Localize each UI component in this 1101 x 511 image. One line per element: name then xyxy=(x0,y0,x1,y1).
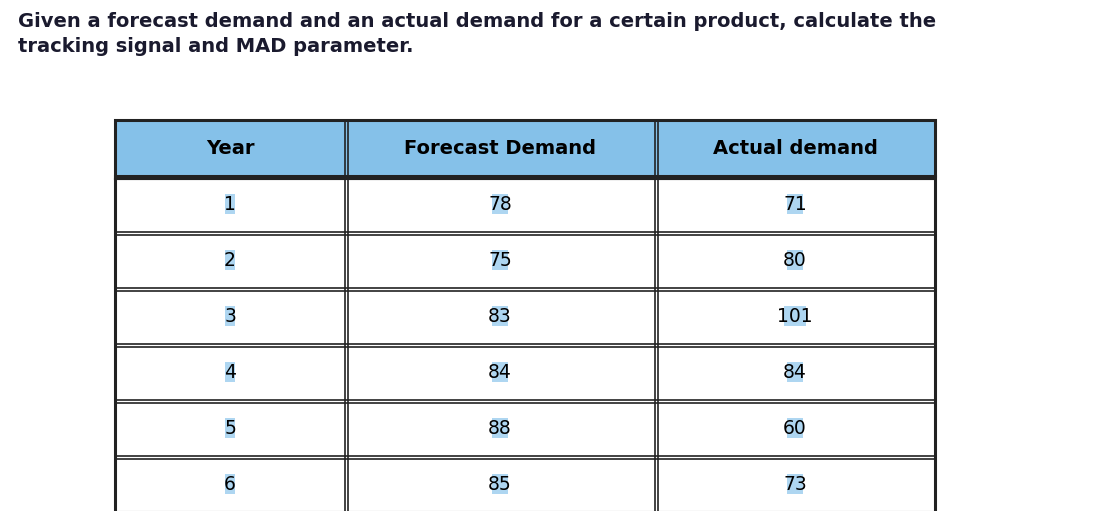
Bar xyxy=(225,418,235,438)
Text: 75: 75 xyxy=(488,250,512,269)
Bar xyxy=(492,418,508,438)
Text: 5: 5 xyxy=(225,419,236,437)
Bar xyxy=(115,288,935,344)
Text: 85: 85 xyxy=(488,475,512,494)
Bar xyxy=(492,250,508,270)
Text: 6: 6 xyxy=(225,475,236,494)
Text: 101: 101 xyxy=(777,307,813,326)
Bar xyxy=(787,418,803,438)
Text: 80: 80 xyxy=(783,250,807,269)
Bar xyxy=(787,474,803,494)
Bar xyxy=(492,362,508,382)
Text: 60: 60 xyxy=(783,419,807,437)
Text: 71: 71 xyxy=(783,195,807,214)
Text: 84: 84 xyxy=(783,362,807,382)
Bar xyxy=(492,474,508,494)
Bar xyxy=(115,456,935,511)
Bar xyxy=(225,306,235,326)
Text: 83: 83 xyxy=(488,307,512,326)
Bar xyxy=(115,120,935,511)
Text: 4: 4 xyxy=(224,362,236,382)
Text: 78: 78 xyxy=(488,195,512,214)
Bar xyxy=(787,250,803,270)
Bar xyxy=(225,250,235,270)
Bar xyxy=(787,194,803,214)
Bar xyxy=(345,120,655,176)
Bar xyxy=(655,120,935,176)
Text: 88: 88 xyxy=(488,419,512,437)
Bar xyxy=(115,400,935,456)
Bar xyxy=(115,176,935,232)
Text: 73: 73 xyxy=(783,475,807,494)
Bar xyxy=(115,232,935,288)
Text: Given a forecast demand and an actual demand for a certain product, calculate th: Given a forecast demand and an actual de… xyxy=(18,12,936,56)
Text: 2: 2 xyxy=(225,250,236,269)
Text: Actual demand: Actual demand xyxy=(712,138,877,157)
Bar xyxy=(115,120,345,176)
Bar xyxy=(492,306,508,326)
Bar xyxy=(225,474,235,494)
Text: Year: Year xyxy=(206,138,254,157)
Bar xyxy=(115,344,935,400)
Bar xyxy=(787,362,803,382)
Text: Forecast Demand: Forecast Demand xyxy=(404,138,596,157)
Text: 3: 3 xyxy=(225,307,236,326)
Text: 84: 84 xyxy=(488,362,512,382)
Bar xyxy=(225,362,235,382)
Bar xyxy=(492,194,508,214)
Bar xyxy=(225,194,235,214)
Bar xyxy=(784,306,806,326)
Text: 1: 1 xyxy=(225,195,236,214)
